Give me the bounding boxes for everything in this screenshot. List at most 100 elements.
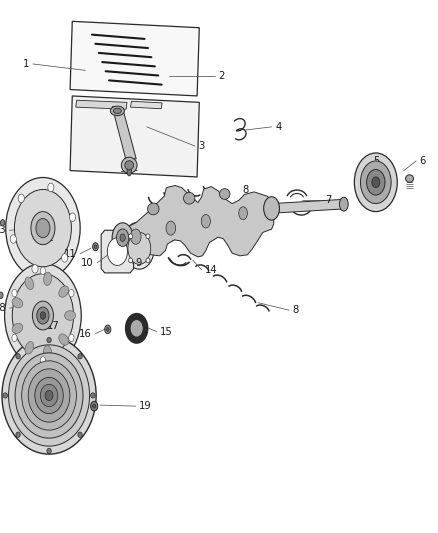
Ellipse shape bbox=[59, 286, 69, 297]
Ellipse shape bbox=[12, 334, 17, 342]
Text: 17: 17 bbox=[47, 321, 60, 331]
Ellipse shape bbox=[22, 361, 77, 430]
Ellipse shape bbox=[406, 175, 413, 182]
Ellipse shape bbox=[93, 243, 98, 251]
Ellipse shape bbox=[117, 229, 129, 246]
Ellipse shape bbox=[367, 169, 385, 195]
Ellipse shape bbox=[184, 192, 195, 204]
Ellipse shape bbox=[105, 325, 111, 334]
Ellipse shape bbox=[44, 346, 52, 359]
Ellipse shape bbox=[148, 203, 159, 215]
Ellipse shape bbox=[40, 267, 46, 274]
Ellipse shape bbox=[112, 223, 133, 253]
Ellipse shape bbox=[25, 342, 34, 354]
Text: 9: 9 bbox=[136, 258, 142, 268]
Ellipse shape bbox=[15, 353, 83, 438]
Text: 4: 4 bbox=[275, 122, 281, 132]
Polygon shape bbox=[131, 101, 162, 109]
Ellipse shape bbox=[354, 153, 397, 212]
Ellipse shape bbox=[35, 377, 63, 414]
Ellipse shape bbox=[69, 334, 74, 342]
Ellipse shape bbox=[18, 194, 25, 203]
Text: 8: 8 bbox=[293, 305, 299, 315]
Ellipse shape bbox=[31, 212, 55, 245]
Ellipse shape bbox=[28, 369, 70, 422]
Ellipse shape bbox=[44, 272, 52, 285]
Ellipse shape bbox=[198, 209, 214, 233]
Text: 1: 1 bbox=[23, 59, 29, 69]
Ellipse shape bbox=[12, 298, 23, 308]
Ellipse shape bbox=[162, 215, 180, 241]
Ellipse shape bbox=[2, 337, 96, 454]
Ellipse shape bbox=[16, 353, 20, 359]
Ellipse shape bbox=[107, 238, 127, 265]
Polygon shape bbox=[76, 100, 127, 109]
Text: 14: 14 bbox=[205, 265, 218, 274]
Polygon shape bbox=[101, 230, 134, 273]
Ellipse shape bbox=[16, 432, 20, 438]
Ellipse shape bbox=[59, 334, 69, 345]
Ellipse shape bbox=[93, 404, 95, 408]
Ellipse shape bbox=[12, 323, 23, 333]
Ellipse shape bbox=[65, 311, 75, 320]
Text: 5: 5 bbox=[374, 156, 380, 166]
Ellipse shape bbox=[201, 214, 210, 228]
Ellipse shape bbox=[128, 232, 151, 264]
Ellipse shape bbox=[239, 207, 247, 220]
Text: 3: 3 bbox=[198, 141, 205, 151]
Ellipse shape bbox=[12, 274, 74, 357]
Ellipse shape bbox=[32, 264, 38, 273]
Ellipse shape bbox=[131, 229, 141, 244]
Ellipse shape bbox=[61, 254, 67, 262]
Ellipse shape bbox=[106, 327, 109, 331]
Text: 8: 8 bbox=[242, 185, 248, 195]
Text: 11: 11 bbox=[64, 249, 77, 259]
Ellipse shape bbox=[91, 393, 95, 398]
Ellipse shape bbox=[235, 201, 251, 225]
Ellipse shape bbox=[70, 213, 76, 222]
Ellipse shape bbox=[372, 177, 380, 188]
Ellipse shape bbox=[127, 167, 131, 176]
Ellipse shape bbox=[5, 263, 81, 368]
Ellipse shape bbox=[339, 197, 348, 211]
Ellipse shape bbox=[78, 432, 82, 438]
Text: 7: 7 bbox=[325, 196, 332, 205]
Ellipse shape bbox=[40, 312, 46, 319]
Ellipse shape bbox=[40, 357, 46, 364]
Ellipse shape bbox=[6, 177, 80, 279]
Ellipse shape bbox=[110, 106, 124, 116]
Ellipse shape bbox=[0, 292, 3, 298]
Ellipse shape bbox=[47, 448, 51, 454]
Ellipse shape bbox=[146, 234, 150, 239]
Ellipse shape bbox=[12, 289, 17, 297]
Polygon shape bbox=[70, 96, 199, 177]
Text: 12: 12 bbox=[42, 233, 54, 243]
Ellipse shape bbox=[9, 345, 89, 446]
Text: 18: 18 bbox=[0, 303, 6, 313]
Ellipse shape bbox=[121, 157, 137, 173]
Ellipse shape bbox=[32, 301, 53, 330]
Ellipse shape bbox=[124, 228, 154, 269]
Ellipse shape bbox=[360, 161, 391, 204]
Ellipse shape bbox=[129, 258, 133, 263]
Text: 19: 19 bbox=[139, 401, 152, 411]
Ellipse shape bbox=[69, 289, 74, 297]
Ellipse shape bbox=[125, 161, 134, 170]
Ellipse shape bbox=[126, 223, 145, 251]
Ellipse shape bbox=[264, 197, 279, 220]
Ellipse shape bbox=[126, 313, 148, 343]
Ellipse shape bbox=[47, 337, 51, 343]
Ellipse shape bbox=[10, 235, 16, 243]
Ellipse shape bbox=[36, 219, 50, 238]
Ellipse shape bbox=[219, 189, 230, 199]
Ellipse shape bbox=[113, 108, 121, 114]
Ellipse shape bbox=[120, 234, 125, 241]
Ellipse shape bbox=[166, 221, 176, 235]
Ellipse shape bbox=[3, 393, 7, 398]
Ellipse shape bbox=[0, 220, 5, 226]
Text: 15: 15 bbox=[160, 327, 173, 336]
Ellipse shape bbox=[78, 353, 82, 359]
Polygon shape bbox=[70, 21, 199, 96]
Ellipse shape bbox=[37, 307, 49, 324]
Ellipse shape bbox=[25, 277, 34, 289]
